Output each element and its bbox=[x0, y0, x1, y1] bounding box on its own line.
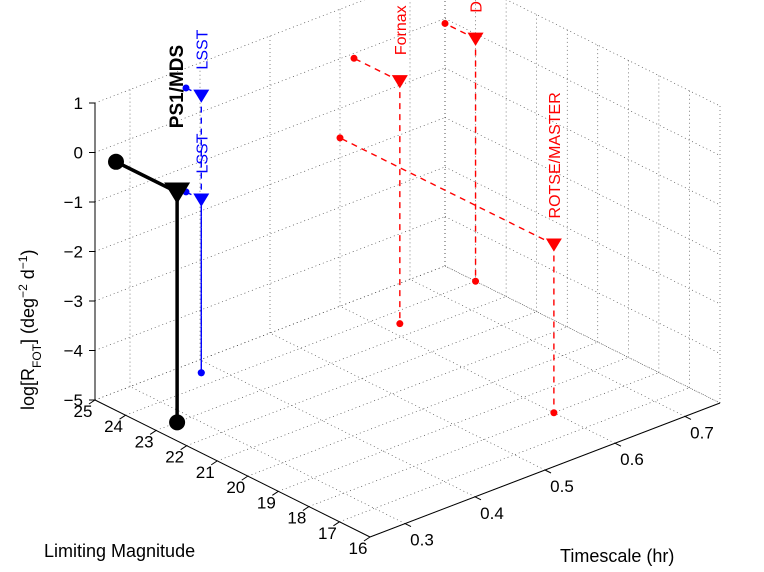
y-tick bbox=[474, 496, 482, 501]
x-tick bbox=[119, 414, 126, 420]
series-point-marker bbox=[467, 32, 484, 46]
grid-line-z bbox=[444, 117, 721, 255]
z-tick-label: 0 bbox=[74, 144, 83, 163]
series-floor-point bbox=[472, 277, 480, 285]
grid-line-t bbox=[199, 359, 476, 498]
grid-line-m bbox=[186, 311, 537, 446]
axis-layer: 16 17 18 19 20 21 22 23 24 25 0.3 0.4 0.5 0.6 0.7 −5 −4 −… bbox=[64, 94, 721, 558]
x-tick-label: 16 bbox=[349, 539, 368, 558]
grid-line-m bbox=[308, 372, 659, 507]
y-tick-label: 0.5 bbox=[550, 477, 574, 496]
grid-line-t bbox=[269, 332, 546, 471]
grid-line-t bbox=[444, 265, 721, 404]
grid-line-m bbox=[125, 280, 476, 416]
series-layer bbox=[108, 19, 562, 431]
series-wall-line bbox=[339, 137, 555, 246]
z-tick-label: −3 bbox=[64, 292, 83, 311]
grid-line-z bbox=[94, 18, 446, 153]
series-floor-point bbox=[396, 320, 404, 328]
x-tick-label: 22 bbox=[165, 448, 184, 467]
grid-line-z bbox=[444, 18, 721, 156]
z-tick-label: −4 bbox=[64, 342, 83, 361]
series-label: ROTSE/MASTER bbox=[547, 92, 564, 218]
series-wall-line bbox=[353, 57, 401, 82]
y-tick-label: 0.6 bbox=[620, 450, 644, 469]
z-tick-label: 1 bbox=[74, 94, 83, 113]
series-floor-point bbox=[197, 369, 205, 377]
series-label: PS1/MDS bbox=[167, 45, 188, 128]
series-wall-point bbox=[336, 134, 344, 142]
grid-line-z bbox=[94, 166, 446, 302]
series-point-marker bbox=[391, 75, 408, 89]
grid-line-m bbox=[278, 357, 629, 492]
z-axis-title: log[RFOT] (deg−2 d−1) bbox=[16, 250, 44, 410]
axis-title-layer: Limiting Magnitude Timescale (hr) log[RF… bbox=[16, 250, 674, 566]
grid-line-m bbox=[156, 296, 507, 431]
grid-line-t bbox=[339, 305, 616, 444]
series-wall-point bbox=[441, 19, 449, 27]
series-wall-point bbox=[350, 54, 358, 62]
x-tick bbox=[363, 536, 371, 542]
series-label: LSST bbox=[194, 133, 211, 173]
series-label: DLS bbox=[469, 0, 486, 13]
y-tick bbox=[544, 469, 552, 474]
x-tick-label: 18 bbox=[287, 509, 306, 528]
grid-line-m bbox=[247, 341, 598, 477]
x-tick bbox=[272, 490, 279, 496]
grid-line-m bbox=[94, 265, 446, 401]
series-floor-point bbox=[550, 409, 558, 417]
x-tick bbox=[180, 445, 187, 451]
y-tick-label: 0.3 bbox=[410, 531, 434, 550]
series-wall-line bbox=[115, 160, 178, 194]
x-tick-label: 24 bbox=[104, 417, 123, 436]
x-tick bbox=[149, 430, 157, 435]
series-wall-point bbox=[182, 84, 190, 92]
grid-line-z bbox=[506, 0, 721, 107]
grid-line-z bbox=[94, 117, 446, 252]
label-layer: DLS Fornax LSST LSST ROTSE/MASTER PS1/MDS bbox=[167, 0, 564, 218]
x-tick-label: 23 bbox=[135, 432, 154, 451]
series-point-marker bbox=[164, 182, 191, 204]
z-tick-label: −2 bbox=[64, 243, 83, 262]
x-axis-title: Limiting Magnitude bbox=[44, 541, 195, 561]
series-floor-point bbox=[169, 414, 186, 431]
y-tick bbox=[614, 442, 622, 447]
grid-line-z bbox=[444, 216, 721, 354]
series-wall-point bbox=[108, 153, 124, 170]
series-point-marker bbox=[193, 193, 210, 207]
grid-line-z bbox=[444, 166, 721, 305]
y-tick bbox=[684, 415, 692, 420]
grid-line-m bbox=[217, 326, 568, 462]
y-tick-label: 0.4 bbox=[480, 504, 504, 523]
x-tick bbox=[302, 506, 310, 511]
grid-line-t bbox=[409, 279, 686, 417]
x-tick bbox=[210, 460, 218, 466]
grid-line-z bbox=[444, 67, 721, 206]
y-axis-title: Timescale (hr) bbox=[560, 546, 674, 566]
x-tick bbox=[333, 521, 340, 527]
x-axis-line bbox=[94, 399, 371, 538]
x-tick-label: 19 bbox=[257, 493, 276, 512]
x-tick bbox=[241, 475, 249, 481]
grid-line-z bbox=[94, 216, 446, 351]
grid-line-z bbox=[94, 67, 446, 203]
x-tick-label: 25 bbox=[74, 402, 93, 421]
x-tick-label: 21 bbox=[196, 463, 215, 482]
series-label: LSST bbox=[194, 29, 211, 69]
y-tick-label: 0.7 bbox=[690, 423, 714, 442]
x-tick bbox=[88, 399, 96, 405]
series-point-marker bbox=[545, 238, 562, 252]
z-tick-label: −1 bbox=[64, 193, 83, 212]
grid-line-m bbox=[339, 387, 690, 523]
x-tick-label: 17 bbox=[318, 524, 337, 543]
series-label: Fornax bbox=[393, 5, 410, 55]
y-tick bbox=[404, 523, 412, 528]
series-point-marker bbox=[193, 89, 210, 103]
x-tick-label: 20 bbox=[226, 478, 245, 497]
grid-line-z bbox=[444, 265, 721, 404]
z-tick-label: −5 bbox=[64, 391, 83, 410]
